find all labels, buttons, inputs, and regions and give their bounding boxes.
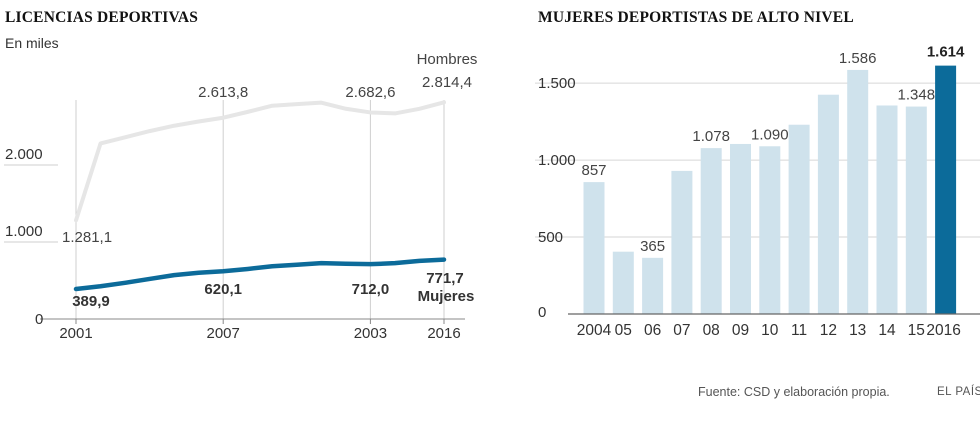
x-tick-label: 14 — [878, 322, 896, 339]
y-tick-label: 500 — [538, 229, 563, 246]
bar-09 — [730, 143, 751, 314]
y-tick-label: 0 — [538, 304, 546, 321]
x-tick-label: 08 — [703, 322, 720, 339]
bar-13 — [847, 69, 869, 314]
bar-value-label: 1.348 — [898, 87, 936, 104]
bar-value-label: 365 — [640, 238, 665, 255]
bar-05 — [612, 251, 634, 314]
hombres-value-label: 2.682,6 — [345, 84, 395, 101]
source-note: Fuente: CSD y elaboración propia. — [698, 385, 890, 399]
bar-10 — [759, 146, 781, 314]
bar-chart-title: MUJERES DEPORTISTAS DE ALTO NIVEL — [538, 9, 854, 26]
bar-06 — [642, 257, 664, 314]
y-tick-label: 1.000 — [5, 223, 43, 240]
x-tick-label: 12 — [820, 322, 837, 339]
x-tick-label: 09 — [732, 322, 749, 339]
x-tick-label: 13 — [849, 322, 866, 339]
x-tick-label: 2004 — [577, 322, 612, 339]
bar-15 — [905, 106, 927, 315]
series-line-hombres — [74, 100, 446, 223]
mujeres-value-label: 620,1 — [204, 281, 242, 298]
series-line-mujeres — [73, 257, 447, 292]
x-tick-label: 15 — [908, 322, 925, 339]
y-tick-label: 1.500 — [538, 75, 576, 92]
x-tick-label: 2016 — [427, 325, 460, 342]
x-tick-label: 10 — [761, 322, 779, 339]
bar-value-label: 1.078 — [692, 128, 730, 145]
line-chart-title: LICENCIAS DEPORTIVAS — [5, 9, 199, 26]
hombres-value-label: 2.814,4 — [422, 74, 472, 91]
bar-2004 — [583, 182, 605, 314]
y-tick-label: 1.000 — [538, 152, 576, 169]
mujeres-value-label: 389,9 — [72, 293, 110, 310]
bar-value-label: 857 — [581, 162, 606, 179]
hombres-value-label: 1.281,1 — [62, 229, 112, 246]
x-tick-label: 05 — [615, 322, 632, 339]
bar-12 — [817, 94, 839, 314]
x-tick-label: 11 — [791, 322, 807, 339]
bar-value-label: 1.614 — [927, 44, 965, 61]
bar-08 — [700, 148, 722, 314]
bar-value-label: 1.586 — [839, 50, 877, 67]
y-tick-label: 0 — [35, 311, 43, 328]
hombres-series-label: Hombres — [417, 51, 478, 68]
bar-value-label: 1.090 — [751, 126, 789, 143]
bar-2016 — [935, 65, 957, 314]
x-tick-label: 2016 — [926, 322, 960, 339]
x-tick-label: 2001 — [59, 325, 92, 342]
mujeres-value-label: 712,0 — [352, 281, 390, 298]
x-tick-label: 07 — [673, 322, 690, 339]
x-tick-label: 2007 — [207, 325, 240, 342]
bar-14 — [876, 105, 898, 314]
brand-logo: EL PAÍS — [937, 386, 980, 398]
y-tick-label: 2.000 — [5, 146, 43, 163]
bar-11 — [788, 124, 810, 314]
bar-07 — [671, 170, 693, 314]
x-tick-label: 2003 — [354, 325, 387, 342]
mujeres-series-label: Mujeres — [418, 288, 475, 305]
hombres-value-label: 2.613,8 — [198, 84, 248, 101]
line-chart-subtitle: En miles — [5, 35, 59, 51]
x-tick-label: 06 — [644, 322, 661, 339]
mujeres-value-label: 771,7 — [426, 270, 464, 287]
